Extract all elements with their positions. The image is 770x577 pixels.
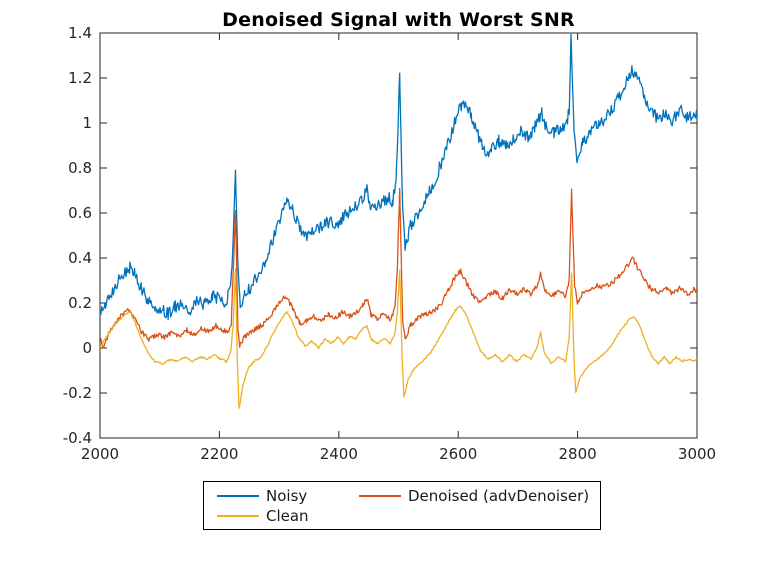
y-tick-label: 0.2 bbox=[68, 294, 92, 312]
legend-label-noisy: Noisy bbox=[266, 486, 308, 505]
y-tick-label: 0.4 bbox=[68, 249, 92, 267]
x-tick-label: 2800 bbox=[559, 445, 597, 463]
x-tick-label: 3000 bbox=[678, 445, 716, 463]
y-tick-label: -0.2 bbox=[63, 384, 92, 402]
y-tick-label: 0 bbox=[82, 339, 92, 357]
series-line-clean bbox=[100, 268, 697, 409]
y-tick-label: 1 bbox=[82, 114, 92, 132]
legend-label-clean: Clean bbox=[266, 506, 309, 525]
axes-box bbox=[99, 32, 698, 439]
legend-line-sample-noisy bbox=[217, 494, 259, 497]
legend-label-denoised: Denoised (advDenoiser) bbox=[408, 486, 590, 505]
y-tick-label: 0.6 bbox=[68, 204, 92, 222]
series-line-noisy bbox=[100, 33, 697, 321]
y-tick-label: 1.4 bbox=[68, 24, 92, 42]
x-tick-label: 2000 bbox=[81, 445, 119, 463]
y-tick-label: 1.2 bbox=[68, 69, 92, 87]
legend-item-clean: Clean bbox=[217, 506, 359, 525]
y-tick-label: -0.4 bbox=[63, 429, 92, 447]
legend-item-denoised: Denoised (advDenoiser) bbox=[359, 486, 592, 505]
legend: Noisy Denoised (advDenoiser) Clean bbox=[203, 481, 601, 530]
legend-line-sample-clean bbox=[217, 514, 259, 517]
legend-line-sample-denoised bbox=[359, 494, 401, 497]
x-tick-label: 2200 bbox=[200, 445, 238, 463]
chart-title: Denoised Signal with Worst SNR bbox=[222, 9, 575, 31]
series-line-denoised-advdenoiser bbox=[100, 187, 697, 349]
x-tick-label: 2400 bbox=[320, 445, 358, 463]
legend-item-noisy: Noisy bbox=[217, 486, 359, 505]
y-tick-label: 0.8 bbox=[68, 159, 92, 177]
x-tick-label: 2600 bbox=[439, 445, 477, 463]
